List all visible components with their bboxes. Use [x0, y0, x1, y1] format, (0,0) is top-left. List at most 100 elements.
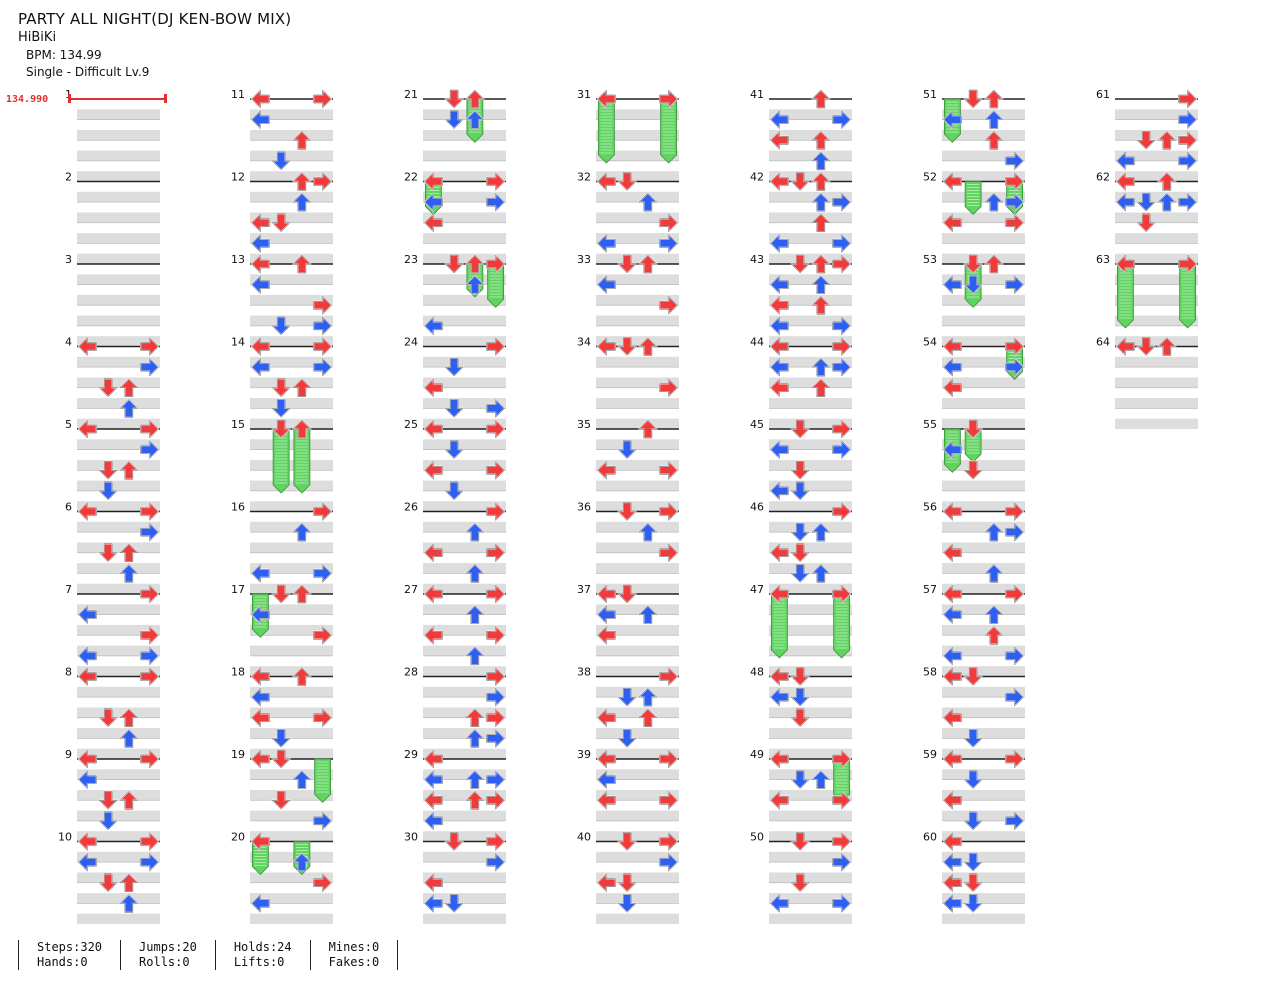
up-arrow-icon	[638, 419, 658, 439]
beat-band	[77, 542, 160, 553]
left-arrow-icon	[423, 770, 443, 790]
right-arrow-icon	[659, 460, 679, 480]
beat-band	[77, 212, 160, 223]
up-arrow-icon	[292, 419, 312, 439]
beat-band	[596, 810, 679, 821]
song-title: PARTY ALL NIGHT(DJ KEN-BOW MIX)	[18, 10, 292, 28]
beat-band	[250, 315, 333, 326]
beat-band	[942, 831, 1025, 842]
lifts-count: Lifts:0	[233, 955, 285, 969]
down-arrow-icon	[444, 893, 464, 913]
left-arrow-icon	[942, 666, 962, 687]
beat-band	[942, 418, 1025, 429]
right-arrow-icon	[486, 460, 506, 480]
beat-band	[423, 418, 506, 429]
right-arrow-icon	[1005, 275, 1025, 295]
down-arrow-icon	[617, 728, 637, 748]
right-arrow-icon	[659, 831, 679, 852]
beat-band	[250, 831, 333, 842]
beat-band	[769, 356, 852, 368]
beat-band	[1115, 253, 1198, 264]
beat-band	[1115, 171, 1198, 182]
left-arrow-icon	[596, 171, 616, 192]
up-arrow-icon	[292, 770, 312, 790]
beat-band	[77, 398, 160, 409]
measure-number: 20	[231, 831, 245, 844]
beat-band	[596, 398, 679, 409]
beat-band	[77, 769, 160, 780]
beat-band	[942, 109, 1025, 120]
left-arrow-icon	[769, 130, 789, 150]
beat-band	[769, 480, 852, 491]
down-arrow-icon	[963, 419, 983, 439]
beat-band	[942, 666, 1025, 677]
beat-band	[250, 542, 333, 553]
beat-band	[77, 233, 160, 244]
up-arrow-icon	[292, 254, 312, 274]
beat-band	[423, 748, 506, 759]
beat-band	[77, 666, 160, 677]
beat-band	[250, 851, 333, 863]
right-arrow-icon	[659, 852, 679, 872]
up-arrow-icon	[465, 605, 485, 625]
measure-number: 33	[577, 253, 591, 266]
beat-band	[942, 439, 1025, 450]
measure-number: 60	[923, 831, 937, 844]
right-arrow-icon	[832, 440, 852, 460]
beat-band	[423, 253, 506, 264]
right-arrow-icon	[1178, 130, 1198, 150]
down-arrow-icon	[98, 811, 118, 831]
beat-band	[769, 150, 852, 161]
right-arrow-icon	[832, 336, 852, 357]
left-arrow-icon	[769, 440, 789, 460]
up-arrow-icon	[465, 728, 485, 748]
beat-band	[596, 624, 679, 636]
beat-band	[942, 274, 1025, 285]
down-arrow-icon	[790, 254, 810, 274]
beat-band	[1115, 150, 1198, 161]
left-arrow-icon	[1115, 171, 1135, 192]
down-arrow-icon	[790, 666, 810, 687]
right-arrow-icon	[486, 687, 506, 707]
beat-band	[250, 398, 333, 409]
beat-band	[596, 707, 679, 718]
left-arrow-icon	[769, 171, 789, 192]
beat-band	[942, 294, 1025, 306]
beat-band	[423, 563, 506, 574]
down-arrow-icon	[271, 749, 291, 769]
right-arrow-icon	[1005, 749, 1025, 769]
beat-band	[1115, 418, 1198, 429]
left-arrow-icon	[423, 419, 443, 439]
beat-band	[596, 356, 679, 368]
beat-band	[77, 439, 160, 450]
left-arrow-icon	[423, 893, 443, 913]
measure-number: 43	[750, 253, 764, 266]
down-arrow-icon	[271, 584, 291, 604]
up-arrow-icon	[465, 646, 485, 666]
beat-band	[423, 109, 506, 120]
beat-band	[77, 810, 160, 821]
beat-band	[250, 872, 333, 883]
down-arrow-icon	[790, 873, 810, 893]
measure-number: 15	[231, 418, 245, 431]
left-arrow-icon	[1115, 192, 1135, 212]
beat-band	[423, 294, 506, 306]
beat-band	[942, 604, 1025, 615]
beat-band	[77, 893, 160, 904]
beat-band	[250, 191, 333, 203]
beat-band	[769, 521, 852, 533]
beat-band	[423, 604, 506, 615]
down-arrow-icon	[963, 728, 983, 748]
measure-number: 50	[750, 831, 764, 844]
left-arrow-icon	[423, 213, 443, 233]
measure-number: 57	[923, 583, 937, 596]
up-arrow-icon	[984, 605, 1004, 625]
left-arrow-icon	[769, 110, 789, 130]
measure-number: 51	[923, 88, 937, 101]
left-arrow-icon	[1115, 336, 1135, 357]
right-arrow-icon	[1005, 171, 1025, 192]
left-arrow-icon	[250, 336, 270, 357]
left-arrow-icon	[1115, 151, 1135, 171]
beat-band	[250, 501, 333, 512]
down-arrow-icon	[790, 563, 810, 583]
